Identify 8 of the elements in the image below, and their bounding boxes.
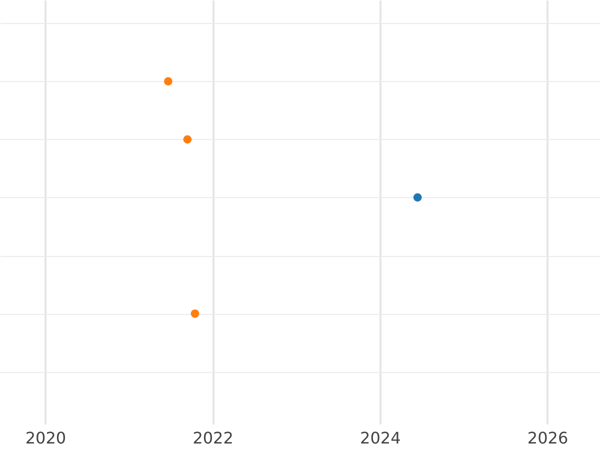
x-tick-label: 2026	[527, 428, 568, 448]
x-tick-label: 2024	[360, 428, 401, 448]
point	[413, 193, 422, 202]
point	[183, 135, 192, 144]
x-tick-label: 2022	[192, 428, 234, 448]
point	[164, 77, 172, 86]
point	[190, 309, 200, 318]
x-tick-label: 2020	[25, 428, 66, 448]
